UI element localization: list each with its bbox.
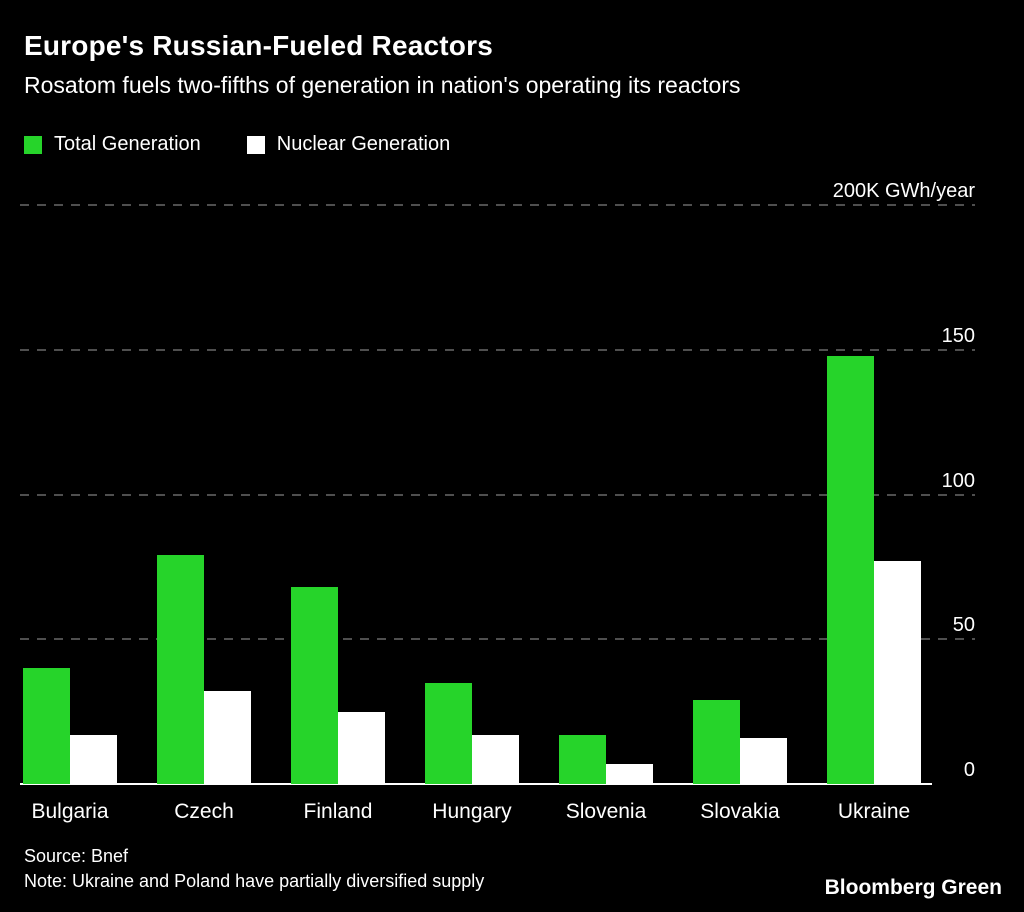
category-label-czech: Czech — [174, 800, 234, 823]
category-label-ukraine: Ukraine — [837, 800, 911, 823]
bar-bulgaria-total-generation — [23, 668, 70, 784]
bar-group-slovenia — [559, 735, 653, 784]
bar-czech-total-generation — [157, 555, 204, 784]
ytick-label-50: 50 — [952, 614, 975, 637]
ytick-label-200: 200K GWh/year — [832, 180, 975, 202]
ytick-label-0: 0 — [963, 759, 975, 781]
note-text: Note: Ukraine and Poland have partially … — [24, 871, 485, 891]
gridline-200 — [20, 204, 975, 206]
bar-group-czech — [157, 555, 251, 784]
bar-ukraine-nuclear-generation — [874, 561, 921, 784]
bar-slovakia-nuclear-generation — [740, 738, 787, 784]
bar-group-bulgaria — [23, 668, 117, 784]
legend: Total Generation Nuclear Generation — [24, 133, 450, 156]
chart-title: Europe's Russian-Fueled Reactors — [24, 30, 493, 61]
legend-item-nuclear-generation: Nuclear Generation — [246, 133, 451, 156]
bar-hungary-total-generation — [425, 683, 472, 784]
bar-slovenia-nuclear-generation — [606, 764, 653, 784]
legend-label: Nuclear Generation — [276, 133, 451, 155]
gridline-100 — [20, 493, 975, 496]
category-label-finland: Finland — [303, 800, 373, 823]
bar-group-slovakia — [693, 700, 787, 784]
bar-group-ukraine — [827, 356, 921, 784]
bar-ukraine-total-generation — [827, 356, 874, 784]
category-label-slovenia: Slovenia — [565, 800, 647, 823]
legend-swatch-green — [24, 135, 42, 154]
source-text: Source: Bnef — [24, 846, 129, 866]
chart-subtitle: Rosatom fuels two-fifths of generation i… — [24, 72, 741, 98]
legend-label: Total Generation — [54, 133, 201, 155]
bar-slovenia-total-generation — [559, 735, 606, 784]
bar-bulgaria-nuclear-generation — [70, 735, 117, 784]
gridline-50 — [20, 638, 975, 641]
bloomberg-green-logo: Bloomberg Green — [824, 876, 1002, 899]
bar-group-hungary — [425, 683, 519, 784]
bar-finland-total-generation — [291, 587, 338, 784]
ytick-label-100: 100 — [941, 469, 975, 492]
legend-item-total-generation: Total Generation — [24, 133, 201, 156]
category-label-hungary: Hungary — [432, 800, 512, 823]
ytick-label-150: 150 — [941, 324, 975, 347]
bar-czech-nuclear-generation — [204, 691, 251, 784]
bar-finland-nuclear-generation — [338, 712, 385, 784]
category-label-slovakia: Slovakia — [700, 800, 780, 823]
bar-slovakia-total-generation — [693, 700, 740, 784]
x-axis-line — [20, 783, 932, 785]
category-label-bulgaria: Bulgaria — [31, 800, 109, 823]
bar-group-finland — [291, 587, 385, 784]
gridline-150 — [20, 348, 975, 351]
legend-swatch-white — [246, 135, 265, 154]
plot-area: 200K GWh/year 150 100 50 0 Bulgaria Czech Finla… — [20, 180, 975, 823]
bar-hungary-nuclear-generation — [472, 735, 519, 784]
